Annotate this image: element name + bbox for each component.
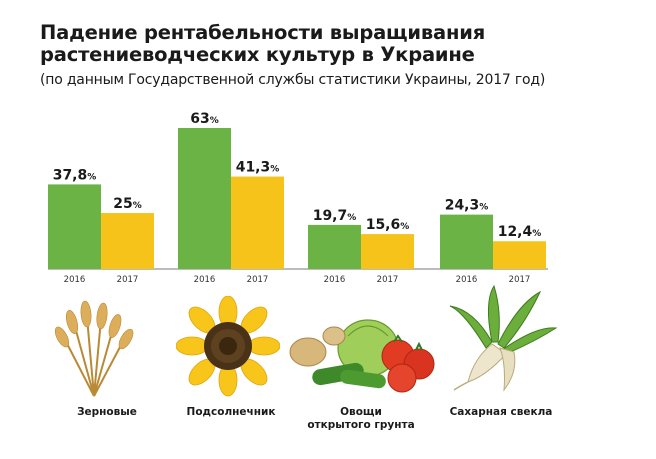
bar-chart: 37,8% 2016 25% 2017 63% 2016 41,3% 2017 19,7% 201… [48,111,548,285]
year-label-2016-2: 2016 [324,275,346,285]
value-label-2017-1: 41,3% [236,160,280,176]
crop-label-vegetables: Овощи открытого грунта [307,406,415,431]
sugar-beet-icon [449,284,558,392]
bar-2017-0 [101,213,154,269]
year-label-2016-0: 2016 [64,275,86,285]
chart-title: Падение рентабельности выращивания расте… [40,21,486,66]
year-label-2017-0: 2017 [117,275,139,285]
chart-subtitle: (по данным Государственной службы статис… [40,72,546,88]
value-label-2016-2: 19,7% [313,208,357,224]
bars-group: 37,8% 2016 25% 2017 63% 2016 41,3% 2017 19,7% 201… [48,111,546,285]
bar-2016-2 [308,224,361,269]
year-label-2017-1: 2017 [247,275,269,285]
value-label-2017-2: 15,6% [366,217,410,233]
year-label-2016-1: 2016 [194,275,216,285]
year-label-2017-3: 2017 [509,275,531,285]
crop-label-sunflower: Подсолнечник [186,406,276,418]
value-label-2017-3: 12,4% [498,224,542,240]
crop-label-sugar-beet: Сахарная свекла [449,406,553,418]
crop-label-grain: Зерновые [77,406,137,418]
bar-2016-3 [440,214,493,269]
bar-2016-1 [178,128,231,269]
wheat-icon [54,300,134,397]
value-label-2016-0: 37,8% [53,167,97,183]
vegetables-icon [289,319,435,393]
bar-2016-0 [48,184,101,269]
value-label-2017-0: 25% [113,196,142,212]
value-label-2016-1: 63% [190,111,219,127]
year-label-2017-2: 2017 [377,275,399,285]
bar-2017-3 [493,241,546,269]
sunflower-icon [176,296,280,397]
bar-2017-2 [361,234,414,269]
bar-2017-1 [231,176,284,269]
year-label-2016-3: 2016 [456,275,478,285]
value-label-2016-3: 24,3% [445,198,489,214]
